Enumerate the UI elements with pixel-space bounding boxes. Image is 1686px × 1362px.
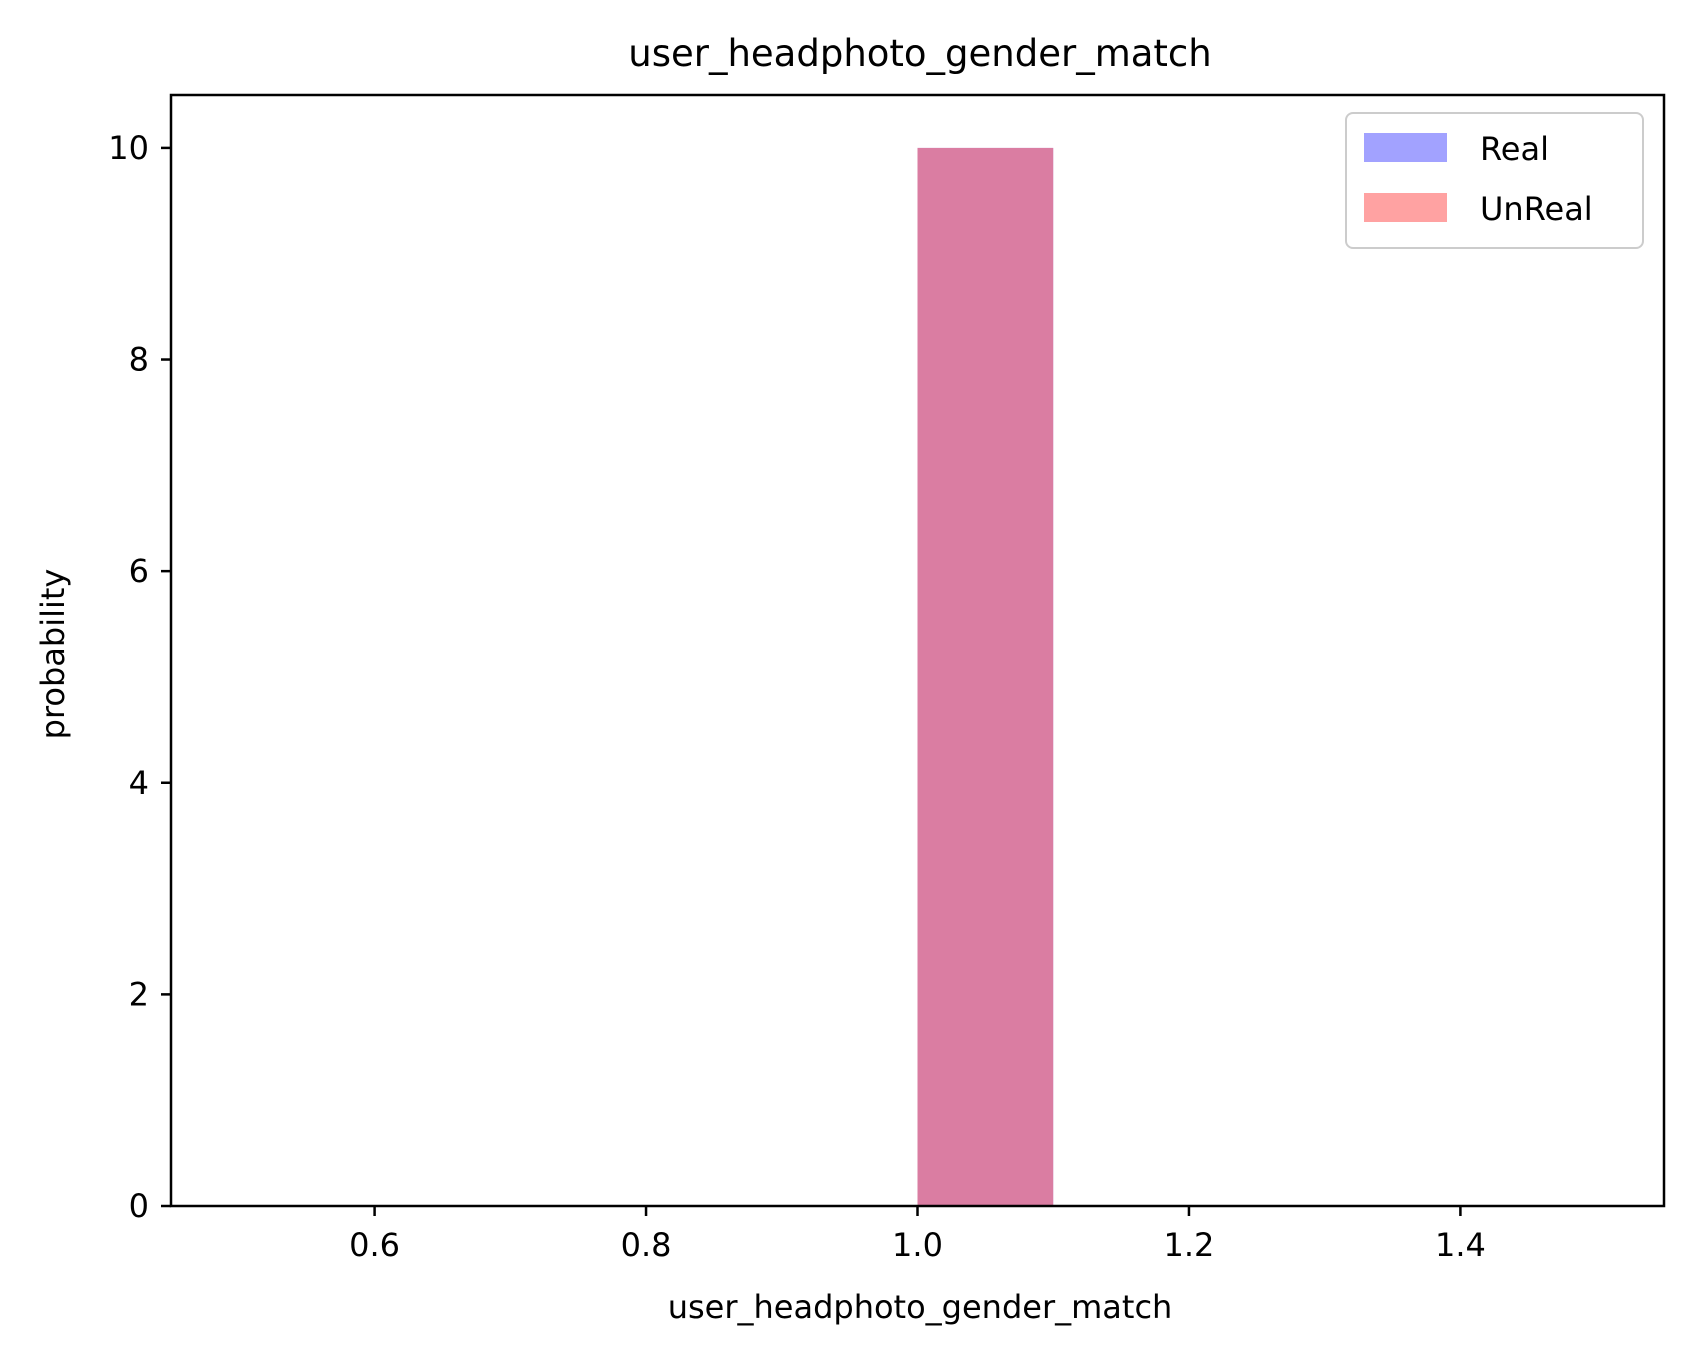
x-tick-label: 0.6 [349, 1226, 400, 1264]
y-tick-label: 6 [129, 552, 149, 590]
x-tick-label: 1.0 [892, 1226, 943, 1264]
legend-label-real: Real [1480, 130, 1549, 168]
y-axis-label: probability [34, 569, 72, 740]
y-tick-label: 0 [129, 1187, 149, 1225]
x-tick-label: 0.8 [621, 1226, 672, 1264]
x-tick-label: 1.2 [1164, 1226, 1215, 1264]
x-axis-label: user_headphoto_gender_match [668, 1288, 1173, 1326]
y-tick-label: 4 [129, 764, 149, 802]
legend: Real UnReal [1345, 112, 1644, 249]
legend-swatch-unreal [1364, 193, 1447, 222]
legend-swatch-real [1364, 133, 1447, 162]
bars-layer [917, 147, 1054, 1206]
y-tick-label: 2 [129, 975, 149, 1013]
y-tick-label: 8 [129, 341, 149, 379]
chart-title: user_headphoto_gender_match [628, 32, 1211, 75]
legend-label-unreal: UnReal [1480, 190, 1593, 228]
x-tick-label: 1.4 [1435, 1226, 1486, 1264]
axes-layer: 0.6 0.8 1.0 1.2 1.4 0 2 4 6 8 10 [108, 93, 1666, 1264]
y-tick-label: 10 [108, 129, 149, 167]
bar-unreal-0 [917, 147, 1054, 1206]
